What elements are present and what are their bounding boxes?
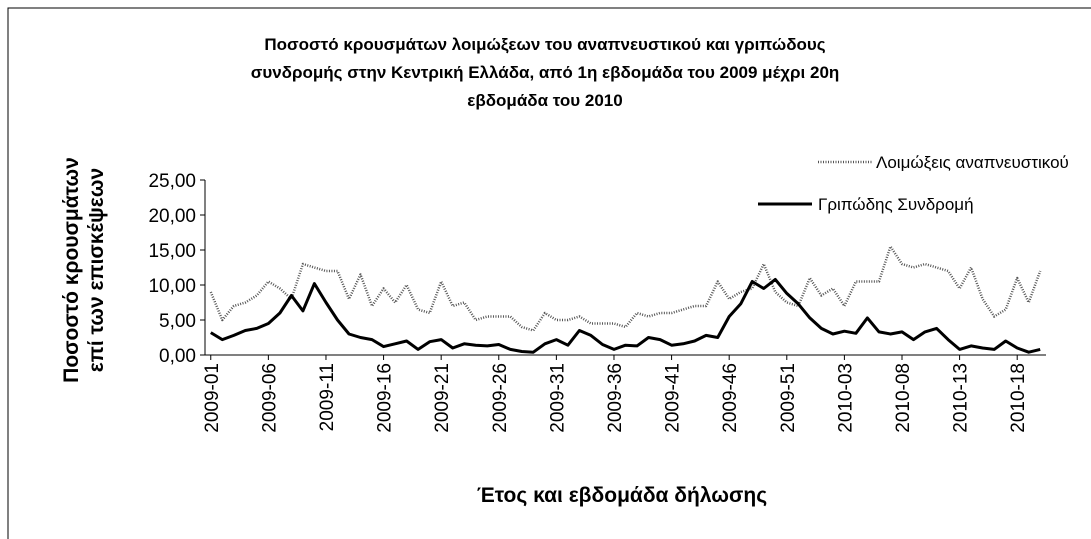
x-tick-label: 2009-26 [490, 363, 511, 433]
x-tick-label: 2009-51 [778, 363, 799, 433]
chart-title: συνδρομής στην Κεντρική Ελλάδα, από 1η ε… [251, 63, 840, 82]
x-tick-label: 2009-21 [432, 363, 453, 433]
y-tick-label: 25,00 [148, 171, 196, 192]
x-tick-label: 2010-08 [893, 363, 914, 433]
x-tick-label: 2009-01 [202, 363, 223, 433]
x-tick-label: 2010-18 [1008, 363, 1029, 433]
chart-border [7, 7, 1091, 539]
x-tick-label: 2010-13 [951, 363, 972, 433]
chart-title: Ποσοστό κρουσμάτων λοιμώξεων του αναπνευ… [264, 35, 825, 54]
x-tick-label: 2010-03 [835, 363, 856, 433]
x-tick-label: 2009-31 [547, 363, 568, 433]
y-tick-label: 15,00 [148, 241, 196, 262]
x-tick-label: 2009-16 [375, 363, 396, 433]
series-line [209, 245, 1042, 332]
x-tick-label: 2009-11 [317, 363, 338, 431]
x-tick-label: 2009-36 [605, 363, 626, 433]
x-axis-title: Έτος και εβδομάδα δήλωσης [477, 484, 767, 507]
x-tick-label: 2009-41 [663, 363, 684, 433]
chart-title: εβδομάδα του 2010 [467, 91, 622, 110]
x-tick-label: 2009-46 [720, 363, 741, 433]
legend-label: Λοιμώξεις αναπνευστικού [876, 153, 1069, 172]
y-axis-title: Ποσοστό κρουσμάτων [60, 157, 83, 383]
y-tick-label: 0,00 [159, 346, 196, 367]
y-tick-label: 5,00 [159, 311, 196, 332]
x-tick-label: 2009-06 [259, 363, 280, 433]
y-tick-label: 20,00 [148, 206, 196, 227]
y-axis-title: επί των επισκέψεων [85, 168, 108, 372]
legend-label: Γριπώδης Συνδρομή [818, 195, 974, 214]
series-line [210, 277, 1041, 354]
y-tick-label: 10,00 [148, 276, 196, 297]
